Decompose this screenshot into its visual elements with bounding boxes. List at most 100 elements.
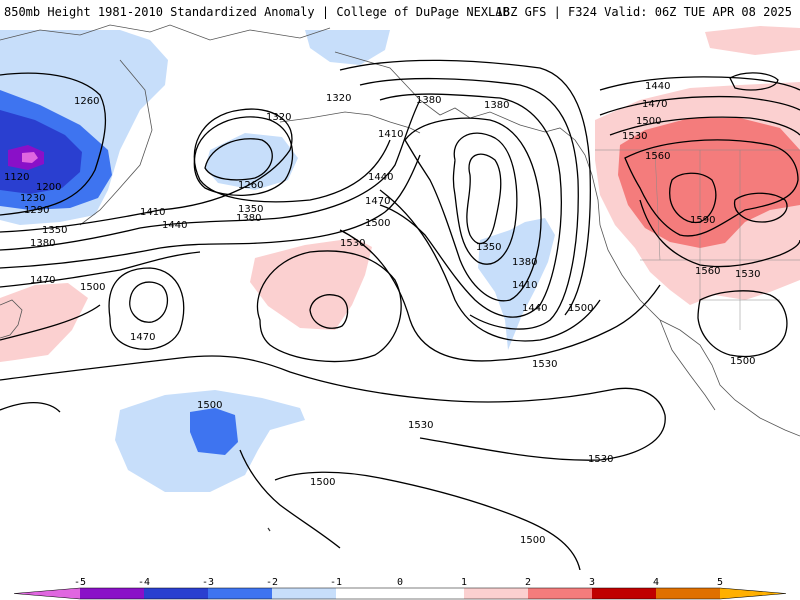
contour-label: 1320 — [266, 112, 291, 123]
contour-label: 1230 — [20, 193, 45, 204]
contour-line — [339, 229, 661, 362]
contour-label: 1500 — [520, 535, 545, 546]
contour-label: 1120 — [4, 172, 29, 183]
contour-line — [256, 250, 402, 363]
contour-label: 1410 — [512, 280, 537, 291]
contour-line — [668, 172, 717, 224]
colorbar-segments — [13, 587, 787, 600]
contour-label: 1260 — [238, 180, 263, 191]
contour-label: 1380 — [484, 100, 509, 111]
contour-line — [0, 401, 61, 413]
state-borders — [640, 149, 800, 330]
coastline-kamchatka — [79, 59, 153, 226]
colorbar: -5 -4 -3 -2 -1 0 1 2 3 4 5 — [0, 570, 800, 600]
contour-label: 1440 — [368, 172, 393, 183]
contour-line — [0, 355, 666, 461]
contour-label: 1200 — [36, 182, 61, 193]
colorbar-segment-n4 — [80, 588, 144, 599]
contour-line — [624, 139, 799, 237]
contour-line — [379, 189, 601, 342]
contour-line — [0, 154, 421, 269]
anomaly-map: 1260 1120 1200 1230 1290 1350 1380 1470 … — [0, 22, 800, 570]
anomaly-region-negative-2 — [190, 408, 238, 455]
colorbar-segment-n2 — [208, 588, 272, 599]
contour-label: 1500 — [310, 477, 335, 488]
contour-line — [733, 192, 788, 223]
contour-label: 1290 — [24, 205, 49, 216]
model-run-info: 18Z GFS | F324 Valid: 06Z TUE APR 08 202… — [495, 5, 792, 19]
anomaly-region-negative-1 — [478, 218, 555, 350]
contour-line — [0, 304, 101, 341]
contour-label: 1500 — [197, 400, 222, 411]
contour-label: 1500 — [568, 303, 593, 314]
colorbar-segment-n3 — [144, 588, 208, 599]
contour-label: 1410 — [140, 207, 165, 218]
contour-label: 1530 — [340, 238, 365, 249]
anomaly-region-positive-2 — [618, 118, 800, 248]
colorbar-segment-n1 — [272, 588, 336, 599]
contour-line — [466, 153, 502, 245]
contour-line — [0, 99, 421, 251]
contour-label: 1590 — [690, 215, 715, 226]
colorbar-segment-n5 — [14, 588, 80, 599]
contour-label: 1350 — [42, 225, 67, 236]
colorbar-tick-label: -5 — [74, 577, 86, 588]
contour-line — [452, 132, 518, 265]
contour-label: 1320 — [326, 93, 351, 104]
contour-label: 1350 — [476, 242, 501, 253]
contour-label: 1530 — [408, 420, 433, 431]
contour-line — [379, 93, 562, 318]
contour-line — [359, 77, 579, 330]
anomaly-region-negative-1 — [205, 133, 298, 190]
colorbar-tick-label: -1 — [330, 577, 342, 588]
contour-label: 1560 — [645, 151, 670, 162]
contour-label: 1470 — [30, 275, 55, 286]
contour-line — [0, 72, 107, 216]
hawaii-islands — [267, 527, 271, 532]
coastline-asia — [0, 24, 331, 41]
colorbar-outline — [13, 587, 787, 600]
contour-label: 1560 — [695, 266, 720, 277]
contour-label: 1530 — [622, 131, 647, 142]
colorbar-tick-label: 2 — [525, 577, 531, 588]
contour-label: 1440 — [162, 220, 187, 231]
anomaly-region-positive-1 — [0, 283, 88, 362]
contour-line — [0, 108, 391, 233]
colorbar-segment-p2 — [528, 588, 592, 599]
contour-label: 1470 — [642, 99, 667, 110]
contour-label: 1440 — [645, 81, 670, 92]
contour-line — [129, 281, 169, 323]
contour-line — [274, 471, 581, 570]
contour-label: 1380 — [512, 257, 537, 268]
coastline-baja — [659, 319, 716, 411]
anomaly-region-positive-1 — [705, 26, 800, 55]
contour-line — [339, 59, 591, 316]
contour-label: 1380 — [30, 238, 55, 249]
contour-label: 1440 — [522, 303, 547, 314]
contour-label: 1350 — [238, 204, 263, 215]
contour-line — [697, 290, 788, 358]
coastline-us-west — [599, 224, 800, 437]
contour-label: 1260 — [74, 96, 99, 107]
contour-line — [639, 199, 800, 268]
contour-label: 1380 — [416, 95, 441, 106]
coastlines — [0, 24, 800, 532]
contour-line — [239, 449, 341, 549]
contour-label: 1530 — [588, 454, 613, 465]
colorbar-segment-p3 — [592, 588, 656, 599]
contour-line — [599, 76, 800, 91]
coastline-aleutians — [279, 111, 421, 134]
colorbar-tick-label: -4 — [138, 577, 150, 588]
colorbar-tick-label: 3 — [589, 577, 595, 588]
contour-line — [729, 72, 779, 91]
contour-label: 1500 — [636, 116, 661, 127]
contour-line — [309, 294, 349, 329]
contour-label: 1530 — [735, 269, 760, 280]
contour-label: 1500 — [730, 356, 755, 367]
colorbar-tick-label: -3 — [202, 577, 214, 588]
anomaly-shading — [0, 26, 800, 492]
contour-label: 1470 — [130, 332, 155, 343]
contour-label: 1380 — [236, 213, 261, 224]
contour-line — [204, 138, 273, 181]
contour-line — [599, 95, 800, 116]
